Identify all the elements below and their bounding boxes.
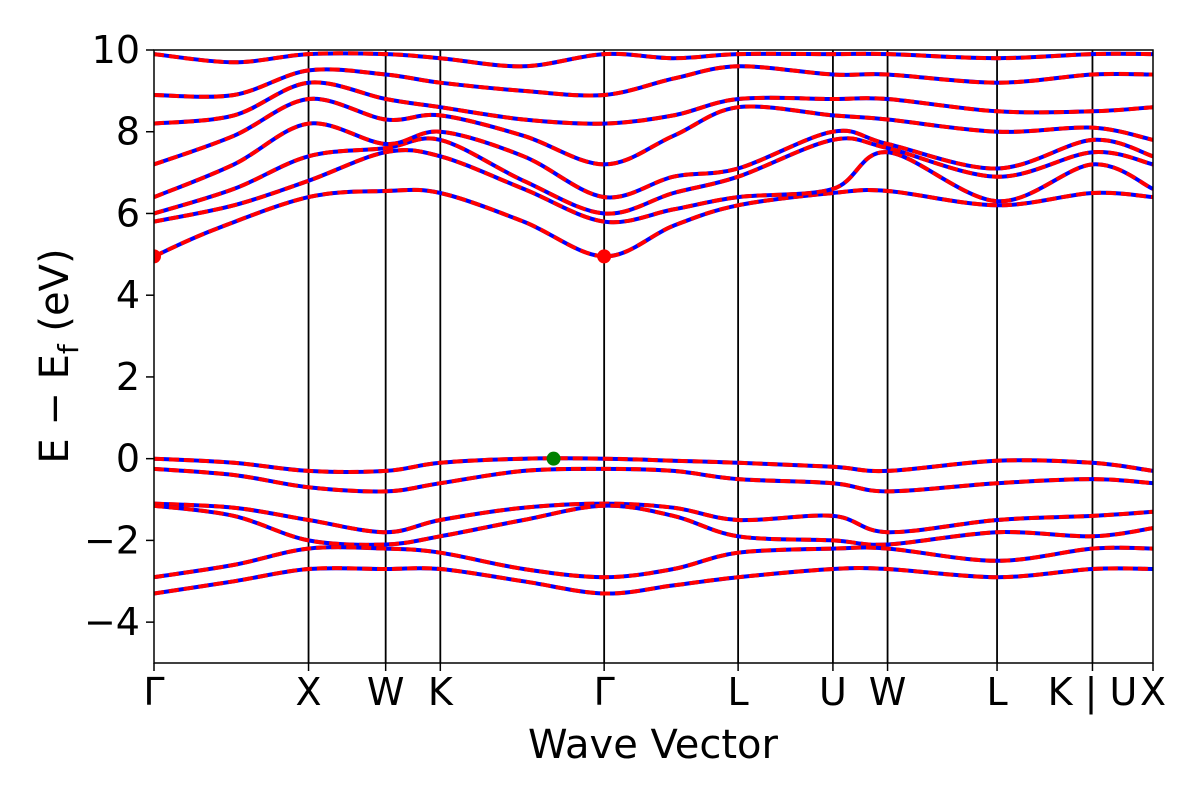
- y-axis-label-main: E − E: [32, 354, 78, 464]
- kpoint-label-1: X: [296, 670, 322, 714]
- kpoint-label-2: W: [367, 670, 405, 714]
- cbm-marker-0: [154, 249, 161, 264]
- band-up-8: [154, 456, 1153, 474]
- plot-frame: [153, 49, 1154, 664]
- kpoint-label-8: L: [986, 670, 1007, 714]
- band-up-12: [154, 545, 1153, 580]
- band-up-10: [154, 501, 1153, 535]
- band-up-9: [154, 466, 1153, 494]
- kpoint-label-0: Γ: [143, 670, 164, 714]
- x-axis-label: Wave Vector: [528, 722, 779, 768]
- band-up-3: [154, 121, 1153, 200]
- y-tick-label-3: 2: [116, 355, 140, 399]
- kpoint-label-5: L: [728, 670, 749, 714]
- band-up-6: [154, 64, 1153, 99]
- y-tick-label-1: −2: [84, 518, 140, 562]
- kpoint-label-9: K | U: [1048, 670, 1138, 715]
- kpoint-label-6: U: [819, 670, 847, 714]
- y-tick-label-2: 0: [116, 437, 140, 481]
- kpoint-label-10: X: [1140, 670, 1166, 714]
- bands: [154, 51, 1153, 596]
- y-tick-label-5: 6: [116, 191, 140, 235]
- band-up-7: [154, 51, 1153, 69]
- y-tick-label-0: −4: [84, 600, 140, 644]
- y-tick-label-4: 4: [116, 273, 140, 317]
- kpoint-label-7: W: [869, 670, 907, 714]
- vbm-marker-2: [546, 451, 561, 466]
- band-up-4: [154, 96, 1153, 167]
- band-up-2: [154, 136, 1153, 216]
- kpoint-label-4: Γ: [594, 670, 615, 714]
- y-axis-label: E − Ef (eV): [32, 248, 85, 463]
- band-up-0: [154, 187, 1153, 259]
- band-down-3: [154, 121, 1153, 200]
- band-down-1: [154, 148, 1153, 225]
- kpoint-label-3: K: [428, 670, 454, 714]
- y-tick-label-7: 10: [92, 28, 140, 72]
- extrema-markers: [154, 249, 612, 466]
- y-tick-label-6: 8: [116, 110, 140, 154]
- cbm-marker-1: [597, 249, 612, 264]
- band-up-11: [154, 503, 1153, 547]
- band-up-13: [154, 565, 1153, 596]
- band-up-1: [154, 148, 1153, 225]
- y-axis-label-sub: f: [52, 343, 85, 354]
- y-ticks: −4 −2 0 2 4 6 8 10: [84, 28, 154, 644]
- kpoint-lines: [307, 50, 1094, 663]
- y-axis-label-unit: (eV): [32, 248, 78, 344]
- band-up-5: [154, 80, 1153, 126]
